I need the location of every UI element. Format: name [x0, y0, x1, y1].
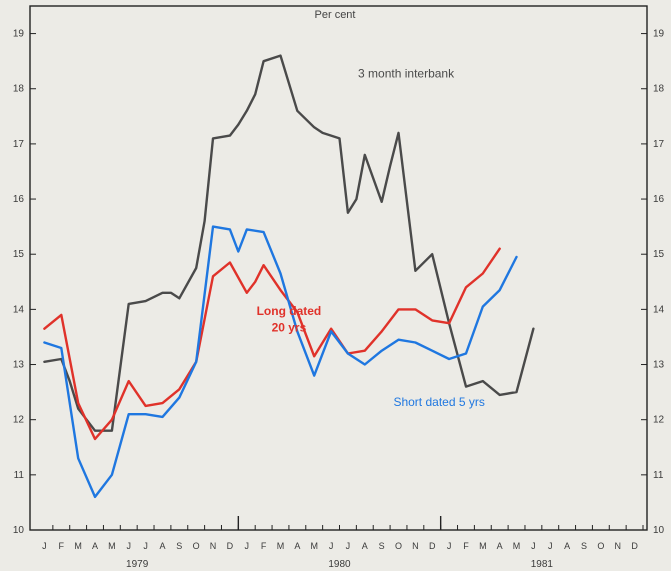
series-annotation: Long dated — [257, 304, 322, 318]
y-tick-label-right: 18 — [653, 84, 665, 95]
y-tick-label-left: 15 — [13, 249, 25, 260]
x-tick-label: J — [143, 541, 148, 551]
y-tick-label-right: 16 — [653, 194, 665, 205]
x-tick-label: F — [463, 541, 469, 551]
y-tick-label-right: 13 — [653, 360, 665, 371]
y-tick-label-left: 12 — [13, 415, 25, 426]
y-tick-label-left: 13 — [13, 360, 25, 371]
x-tick-label: M — [479, 541, 487, 551]
x-tick-label: O — [597, 541, 604, 551]
x-tick-label: D — [227, 541, 234, 551]
x-tick-label: N — [210, 541, 217, 551]
x-tick-label: M — [513, 541, 521, 551]
x-tick-label: N — [614, 541, 621, 551]
x-tick-label: A — [159, 541, 165, 551]
y-tick-label-right: 15 — [653, 249, 665, 260]
x-tick-label: A — [564, 541, 570, 551]
series-annotation: 20 yrs — [272, 320, 307, 334]
x-tick-label: A — [362, 541, 368, 551]
series-lines — [44, 56, 533, 497]
series-line-2 — [44, 227, 516, 497]
year-label: 1981 — [531, 559, 554, 570]
x-tick-label: O — [395, 541, 402, 551]
x-tick-label: F — [261, 541, 267, 551]
x-tick-label: J — [447, 541, 452, 551]
y-tick-label-left: 17 — [13, 139, 25, 150]
series-line-0 — [44, 56, 533, 431]
x-tick-label: D — [631, 541, 638, 551]
x-tick-label: M — [277, 541, 285, 551]
x-tick-label: F — [59, 541, 65, 551]
series-line-1 — [44, 249, 499, 439]
x-tick-label: J — [548, 541, 553, 551]
x-tick-label: O — [193, 541, 200, 551]
y-tick-label-right: 10 — [653, 525, 665, 536]
y-tick-label-right: 11 — [653, 470, 664, 481]
y-tick-label-left: 14 — [13, 304, 25, 315]
x-tick-label: J — [42, 541, 47, 551]
x-tick-label: M — [74, 541, 82, 551]
x-tick-label: J — [245, 541, 250, 551]
y-tick-label-right: 12 — [653, 415, 665, 426]
y-tick-label-right: 17 — [653, 139, 665, 150]
year-label: 1979 — [126, 559, 149, 570]
x-tick-label: S — [379, 541, 385, 551]
x-tick-label: J — [346, 541, 351, 551]
y-tick-label-left: 19 — [13, 29, 25, 40]
x-tick-label: J — [531, 541, 536, 551]
unit-label: Per cent — [315, 9, 356, 21]
x-tick-label: D — [429, 541, 436, 551]
y-tick-label-left: 11 — [14, 470, 25, 481]
x-tick-label: S — [581, 541, 587, 551]
series-annotation: Short dated 5 yrs — [393, 395, 484, 409]
x-tick-label: M — [108, 541, 116, 551]
x-tick-label: N — [412, 541, 419, 551]
plot-frame — [30, 6, 647, 530]
x-tick-label: A — [497, 541, 503, 551]
series-annotation: 3 month interbank — [358, 67, 455, 81]
y-tick-label-left: 16 — [13, 194, 25, 205]
y-tick-label-left: 10 — [13, 525, 25, 536]
x-tick-label: A — [92, 541, 98, 551]
x-tick-label: M — [310, 541, 318, 551]
y-axis-right: 10 11 12 13 14 15 16 17 18 19 — [641, 29, 665, 536]
x-tick-label: A — [294, 541, 300, 551]
x-tick-label: J — [126, 541, 131, 551]
y-axis-left: 10 11 12 13 14 15 16 17 18 19 — [13, 29, 36, 536]
x-axis: J F M A M J J A S O N D J F M A M J J A S O N D J F M A M J J A S O N D1979… — [42, 516, 643, 570]
x-tick-label: J — [329, 541, 334, 551]
y-tick-label-right: 19 — [653, 29, 665, 40]
x-tick-label: S — [176, 541, 182, 551]
year-label: 1980 — [328, 559, 351, 570]
y-tick-label-left: 18 — [13, 84, 25, 95]
y-tick-label-right: 14 — [653, 304, 665, 315]
